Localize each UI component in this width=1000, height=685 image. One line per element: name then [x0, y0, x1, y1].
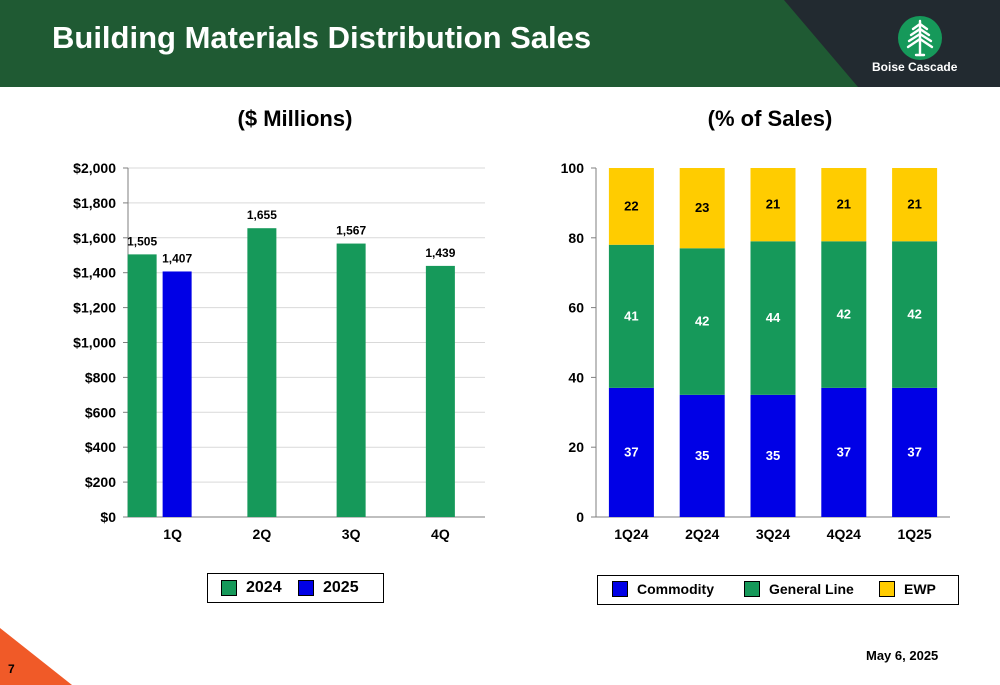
legend-item-2024: 2024 [221, 579, 282, 597]
bar-segment [608, 387, 654, 517]
legend-item-commodity: Commodity [612, 581, 714, 597]
x-tick-label: 1Q [163, 526, 182, 542]
bar-segment [750, 394, 796, 517]
data-label: 1,655 [247, 208, 277, 222]
x-tick-label: 4Q [431, 526, 450, 542]
data-label: 44 [766, 310, 781, 325]
legend-label-2025: 2025 [323, 579, 359, 596]
bar-segment [821, 168, 867, 242]
right-chart-title: (% of Sales) [707, 106, 833, 131]
bar [162, 271, 192, 517]
bar [127, 254, 157, 517]
y-tick-label: $1,000 [73, 335, 116, 351]
bar [247, 228, 277, 517]
x-tick-label: 2Q [253, 526, 272, 542]
bar [336, 243, 366, 517]
bar-segment [750, 241, 796, 395]
data-label: 42 [907, 307, 921, 322]
y-tick-label: 60 [568, 300, 584, 316]
legend-item-general-line: General Line [744, 581, 854, 597]
legend-swatch-general-line [744, 581, 760, 597]
bar-segment [750, 168, 796, 242]
left-legend: 2024 2025 [207, 573, 384, 603]
presentation-date: May 6, 2025 [866, 648, 939, 663]
bar-segment [821, 241, 867, 388]
data-label: 35 [695, 448, 709, 463]
legend-label-general-line: General Line [769, 581, 854, 597]
page-title: Building Materials Distribution Sales [52, 20, 592, 55]
corner-accent [0, 628, 72, 685]
right-legend: Commodity General Line EWP [597, 575, 959, 605]
sales-bar-chart: $0 $200 $400 $600 $800 $1,000 $1,200 $1,400 $1,6… [73, 160, 485, 542]
data-label: 42 [837, 307, 851, 322]
x-tick-label: 1Q25 [897, 526, 931, 542]
y-tick-label: $0 [100, 509, 116, 525]
bar [425, 265, 455, 517]
y-tick-label: $1,200 [73, 300, 116, 316]
y-tick-label: 80 [568, 230, 584, 246]
legend-label-ewp: EWP [904, 581, 936, 597]
bar-segment [679, 248, 725, 395]
legend-swatch-ewp [879, 581, 895, 597]
sales-mix-stacked-chart: 0 20 40 60 80 100 1Q24 37 41 22 2Q24 35 42 23 3Q24 35 44… [561, 160, 950, 542]
data-label: 22 [624, 198, 638, 213]
y-tick-label: $400 [85, 439, 116, 455]
legend-label-2024: 2024 [246, 579, 282, 596]
data-label: 21 [907, 197, 921, 212]
bar-segment [892, 168, 938, 242]
legend-swatch-2024 [221, 580, 237, 596]
y-tick-label: $1,800 [73, 195, 116, 211]
data-label: 23 [695, 200, 709, 215]
data-label: 42 [695, 314, 709, 329]
y-tick-label: $1,400 [73, 265, 116, 281]
legend-item-2025: 2025 [298, 579, 359, 597]
y-tick-label: 100 [561, 160, 585, 176]
data-label: 37 [837, 444, 851, 459]
data-label: 1,439 [425, 246, 455, 260]
data-label: 1,567 [336, 224, 366, 238]
bar-segment [608, 168, 654, 245]
x-tick-label: 3Q24 [756, 526, 790, 542]
bar-segment [892, 241, 938, 388]
data-label: 37 [624, 444, 638, 459]
tree-logo-icon [898, 16, 942, 60]
bar-segment [608, 244, 654, 388]
data-label: 37 [907, 444, 921, 459]
y-tick-label: 20 [568, 439, 584, 455]
bar-segment [892, 387, 938, 517]
y-tick-label: 40 [568, 369, 584, 385]
page-number: 7 [8, 662, 15, 676]
left-chart-title: ($ Millions) [237, 106, 353, 131]
brand-name: Boise Cascade [872, 60, 958, 74]
y-tick-label: $2,000 [73, 160, 116, 176]
bar-segment [679, 168, 725, 249]
x-tick-label: 4Q24 [827, 526, 861, 542]
legend-swatch-commodity [612, 581, 628, 597]
y-tick-label: $1,600 [73, 230, 116, 246]
y-tick-label: $600 [85, 404, 116, 420]
data-label: 41 [624, 308, 638, 323]
bar-segment [821, 387, 867, 517]
legend-swatch-2025 [298, 580, 314, 596]
x-tick-label: 2Q24 [685, 526, 719, 542]
y-tick-label: $800 [85, 369, 116, 385]
bar-segment [679, 394, 725, 517]
y-tick-label: 0 [576, 509, 584, 525]
x-tick-label: 3Q [342, 526, 361, 542]
x-tick-label: 1Q24 [614, 526, 648, 542]
data-label: 1,505 [127, 234, 157, 248]
data-label: 1,407 [162, 251, 192, 265]
legend-item-ewp: EWP [879, 581, 936, 597]
y-tick-label: $200 [85, 474, 116, 490]
data-label: 35 [766, 448, 780, 463]
legend-label-commodity: Commodity [637, 581, 714, 597]
data-label: 21 [837, 197, 851, 212]
data-label: 21 [766, 197, 780, 212]
